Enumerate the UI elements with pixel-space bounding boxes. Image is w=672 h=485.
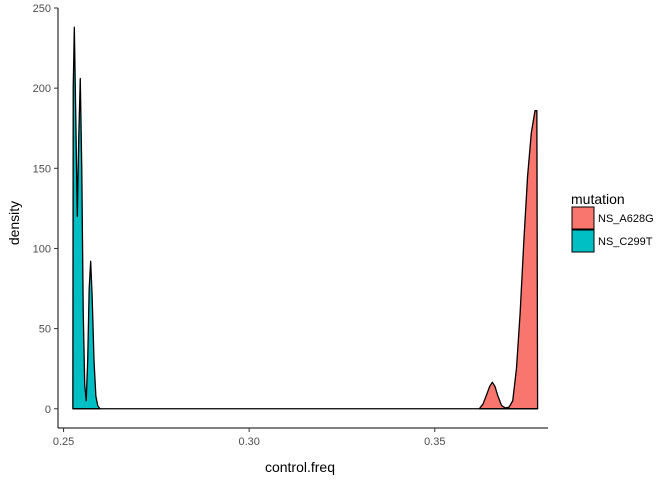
legend-key-ns-c299t: [571, 229, 595, 253]
x-axis-title: control.freq: [265, 459, 335, 475]
plot-area: [72, 26, 539, 410]
legend-label: NS_A628G: [598, 213, 654, 225]
legend-label: NS_C299T: [598, 236, 653, 248]
y-tick-label: 100: [33, 243, 51, 255]
density-area-ns-a628g: [478, 109, 539, 410]
x-tick-label: 0.35: [424, 436, 445, 448]
density-area-ns-c299t: [72, 26, 101, 410]
legend: mutation NS_A628G NS_C299T: [571, 191, 654, 253]
y-tick-label: 250: [33, 3, 51, 15]
x-tick-label: 0.30: [238, 436, 259, 448]
y-tick-label: 50: [39, 324, 51, 336]
legend-key-ns-a628g: [571, 206, 595, 230]
y-tick-label: 150: [33, 163, 51, 175]
y-tick-label: 200: [33, 83, 51, 95]
legend-title: mutation: [571, 191, 625, 207]
axes: 0 50 100 150 200 250 0.25 0.30 0.35: [33, 3, 548, 448]
y-tick-label: 0: [45, 404, 51, 416]
y-axis-title: density: [6, 201, 22, 245]
x-tick-label: 0.25: [53, 436, 74, 448]
